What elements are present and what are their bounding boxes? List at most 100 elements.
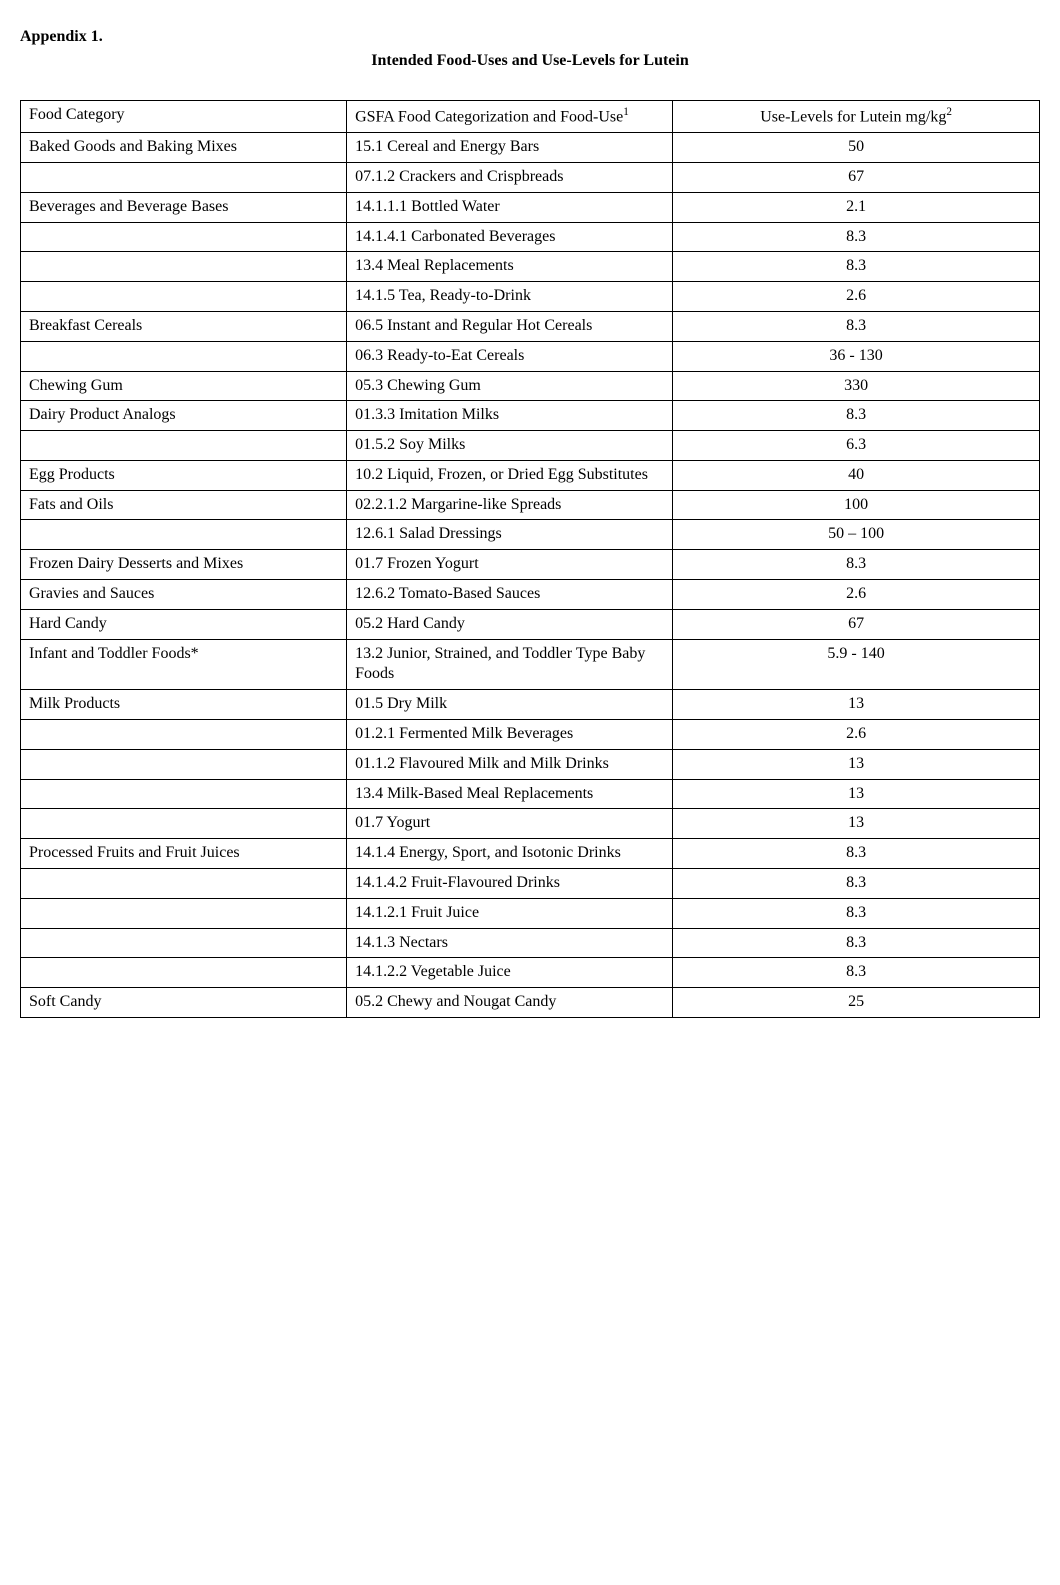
cell-use: 05.3 Chewing Gum — [347, 371, 673, 401]
cell-category: Milk Products — [21, 690, 347, 720]
cell-level: 67 — [673, 162, 1040, 192]
cell-level: 8.3 — [673, 222, 1040, 252]
cell-category: Soft Candy — [21, 988, 347, 1018]
cell-use: 06.5 Instant and Regular Hot Cereals — [347, 311, 673, 341]
cell-level: 40 — [673, 460, 1040, 490]
table-row: 14.1.2.1 Fruit Juice8.3 — [21, 898, 1040, 928]
table-row: 01.7 Yogurt13 — [21, 809, 1040, 839]
cell-level: 8.3 — [673, 252, 1040, 282]
header-category: Food Category — [21, 101, 347, 133]
table-row: 13.4 Meal Replacements8.3 — [21, 252, 1040, 282]
cell-category — [21, 958, 347, 988]
cell-use: 13.2 Junior, Strained, and Toddler Type … — [347, 639, 673, 690]
table-row: 01.2.1 Fermented Milk Beverages2.6 — [21, 720, 1040, 750]
cell-use: 13.4 Meal Replacements — [347, 252, 673, 282]
cell-category: Egg Products — [21, 460, 347, 490]
cell-category: Hard Candy — [21, 609, 347, 639]
cell-category — [21, 222, 347, 252]
table-row: Fats and Oils02.2.1.2 Margarine-like Spr… — [21, 490, 1040, 520]
cell-level: 330 — [673, 371, 1040, 401]
cell-level: 50 – 100 — [673, 520, 1040, 550]
header-level-text: Use-Levels for Lutein mg/kg — [760, 108, 946, 125]
table-row: Hard Candy05.2 Hard Candy67 — [21, 609, 1040, 639]
cell-use: 01.2.1 Fermented Milk Beverages — [347, 720, 673, 750]
cell-category — [21, 282, 347, 312]
cell-level: 13 — [673, 749, 1040, 779]
table-row: Frozen Dairy Desserts and Mixes01.7 Froz… — [21, 550, 1040, 580]
cell-category: Processed Fruits and Fruit Juices — [21, 839, 347, 869]
page-title: Intended Food-Uses and Use-Levels for Lu… — [20, 52, 1040, 70]
cell-use: 12.6.2 Tomato-Based Sauces — [347, 580, 673, 610]
table-header-row: Food Category GSFA Food Categorization a… — [21, 101, 1040, 133]
table-row: Chewing Gum05.3 Chewing Gum330 — [21, 371, 1040, 401]
cell-level: 6.3 — [673, 431, 1040, 461]
cell-level: 2.6 — [673, 282, 1040, 312]
cell-category — [21, 749, 347, 779]
cell-level: 8.3 — [673, 311, 1040, 341]
cell-use: 05.2 Hard Candy — [347, 609, 673, 639]
cell-use: 14.1.4.1 Carbonated Beverages — [347, 222, 673, 252]
cell-use: 05.2 Chewy and Nougat Candy — [347, 988, 673, 1018]
cell-category — [21, 162, 347, 192]
table-row: Beverages and Beverage Bases14.1.1.1 Bot… — [21, 192, 1040, 222]
table-row: 14.1.5 Tea, Ready-to-Drink2.6 — [21, 282, 1040, 312]
cell-category — [21, 431, 347, 461]
cell-use: 01.5 Dry Milk — [347, 690, 673, 720]
cell-use: 01.7 Frozen Yogurt — [347, 550, 673, 580]
appendix-label: Appendix 1. — [20, 28, 1040, 46]
table-row: 06.3 Ready-to-Eat Cereals36 - 130 — [21, 341, 1040, 371]
cell-level: 8.3 — [673, 869, 1040, 899]
cell-category — [21, 341, 347, 371]
table-row: Breakfast Cereals06.5 Instant and Regula… — [21, 311, 1040, 341]
cell-level: 8.3 — [673, 958, 1040, 988]
cell-use: 14.1.5 Tea, Ready-to-Drink — [347, 282, 673, 312]
cell-use: 12.6.1 Salad Dressings — [347, 520, 673, 550]
table-row: 14.1.2.2 Vegetable Juice8.3 — [21, 958, 1040, 988]
cell-category: Gravies and Sauces — [21, 580, 347, 610]
cell-level: 13 — [673, 779, 1040, 809]
cell-level: 50 — [673, 133, 1040, 163]
header-level-sup: 2 — [946, 106, 952, 118]
cell-level: 13 — [673, 809, 1040, 839]
table-row: 14.1.4.2 Fruit-Flavoured Drinks8.3 — [21, 869, 1040, 899]
table-row: 14.1.3 Nectars8.3 — [21, 928, 1040, 958]
cell-category: Dairy Product Analogs — [21, 401, 347, 431]
cell-category — [21, 898, 347, 928]
cell-level: 8.3 — [673, 839, 1040, 869]
cell-category: Frozen Dairy Desserts and Mixes — [21, 550, 347, 580]
cell-level: 13 — [673, 690, 1040, 720]
cell-category: Breakfast Cereals — [21, 311, 347, 341]
table-row: Egg Products10.2 Liquid, Frozen, or Drie… — [21, 460, 1040, 490]
table-row: 12.6.1 Salad Dressings50 – 100 — [21, 520, 1040, 550]
cell-use: 14.1.2.1 Fruit Juice — [347, 898, 673, 928]
cell-use: 14.1.2.2 Vegetable Juice — [347, 958, 673, 988]
cell-use: 14.1.1.1 Bottled Water — [347, 192, 673, 222]
header-level: Use-Levels for Lutein mg/kg2 — [673, 101, 1040, 133]
cell-level: 100 — [673, 490, 1040, 520]
table-row: Gravies and Sauces12.6.2 Tomato-Based Sa… — [21, 580, 1040, 610]
cell-category: Chewing Gum — [21, 371, 347, 401]
table-row: Baked Goods and Baking Mixes15.1 Cereal … — [21, 133, 1040, 163]
table-row: 07.1.2 Crackers and Crispbreads67 — [21, 162, 1040, 192]
table-row: 01.1.2 Flavoured Milk and Milk Drinks13 — [21, 749, 1040, 779]
table-row: Dairy Product Analogs01.3.3 Imitation Mi… — [21, 401, 1040, 431]
table-row: 13.4 Milk-Based Meal Replacements13 — [21, 779, 1040, 809]
cell-level: 36 - 130 — [673, 341, 1040, 371]
cell-category — [21, 720, 347, 750]
header-gsfa-sup: 1 — [623, 106, 629, 118]
cell-use: 10.2 Liquid, Frozen, or Dried Egg Substi… — [347, 460, 673, 490]
table-row: Soft Candy05.2 Chewy and Nougat Candy25 — [21, 988, 1040, 1018]
cell-level: 2.6 — [673, 580, 1040, 610]
cell-category — [21, 520, 347, 550]
table-row: Processed Fruits and Fruit Juices14.1.4 … — [21, 839, 1040, 869]
cell-use: 01.5.2 Soy Milks — [347, 431, 673, 461]
header-gsfa: GSFA Food Categorization and Food-Use1 — [347, 101, 673, 133]
cell-use: 06.3 Ready-to-Eat Cereals — [347, 341, 673, 371]
cell-use: 01.7 Yogurt — [347, 809, 673, 839]
cell-level: 8.3 — [673, 401, 1040, 431]
cell-use: 13.4 Milk-Based Meal Replacements — [347, 779, 673, 809]
cell-use: 14.1.4 Energy, Sport, and Isotonic Drink… — [347, 839, 673, 869]
table-row: 01.5.2 Soy Milks6.3 — [21, 431, 1040, 461]
cell-category: Baked Goods and Baking Mixes — [21, 133, 347, 163]
table-row: Infant and Toddler Foods*13.2 Junior, St… — [21, 639, 1040, 690]
